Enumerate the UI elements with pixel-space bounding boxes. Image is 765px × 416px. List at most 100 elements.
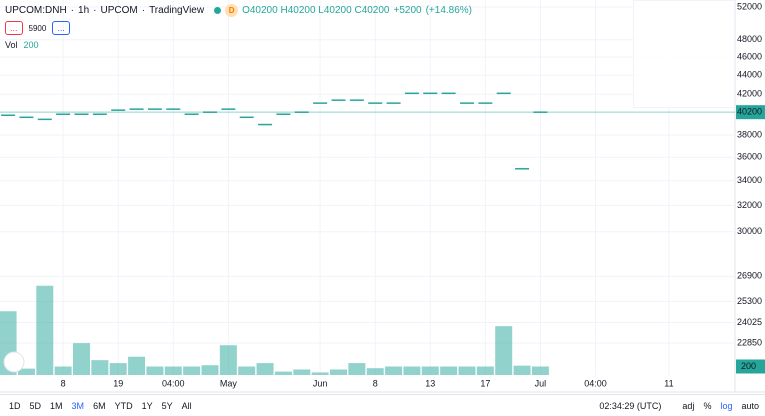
volume-tag-label: 200 <box>741 361 756 371</box>
volume-bar <box>495 326 513 375</box>
x-tick-label: 17 <box>480 378 490 388</box>
ohlc-key: O <box>242 5 250 16</box>
range-button[interactable]: YTD <box>114 400 133 411</box>
volume-value: 200 <box>23 40 39 50</box>
y-tick-label: 32000 <box>737 200 762 210</box>
separator: · <box>70 5 75 16</box>
interval[interactable]: 1h <box>78 5 90 16</box>
volume-bar <box>329 369 347 375</box>
status-dot <box>214 7 222 14</box>
volume-label: Vol <box>5 40 18 50</box>
legend-header: UPCOM:DNH · 1h · UPCOM · TradingView D O402… <box>5 4 472 17</box>
ohlc: O40200 H40200 L40200 C40200 <box>242 5 389 16</box>
volume-bar <box>293 369 311 375</box>
chart: 52000 48000 46000 44000 42000 38000 36000 34000… <box>0 0 765 393</box>
volume-bar <box>531 366 549 375</box>
x-tick-label: 04:00 <box>584 378 607 388</box>
ohlc-value: 40200 <box>287 5 316 16</box>
y-tick-label: 48000 <box>737 34 762 44</box>
y-tick-label: 30000 <box>737 226 762 236</box>
volume-bar <box>458 366 476 375</box>
logo <box>3 351 25 373</box>
x-tick-label: 04:00 <box>162 378 185 388</box>
price-tag <box>736 105 765 120</box>
badge: D <box>225 4 239 17</box>
exchange: UPCOM <box>100 5 138 16</box>
clock: 02:34:29 (UTC) <box>599 400 662 411</box>
x-tick-label: 13 <box>425 378 435 388</box>
range-button[interactable]: All <box>181 400 192 411</box>
y-tick-label: 22850 <box>737 337 762 347</box>
volume-bar <box>146 366 164 375</box>
volume-bar <box>403 366 421 375</box>
volume-bar <box>311 372 329 375</box>
indicator-value: 5900 <box>28 23 47 33</box>
volume-bar <box>17 368 35 375</box>
volume-bar <box>183 366 201 375</box>
volume-bar <box>513 365 531 375</box>
y-tick-label: 24025 <box>737 317 762 327</box>
volume-bar <box>238 366 256 375</box>
indicator-button[interactable]: ... <box>5 21 23 35</box>
volume-bar <box>256 363 274 375</box>
range-button[interactable]: 1M <box>50 400 63 411</box>
separator: · <box>93 5 97 16</box>
range-button[interactable]: 1Y <box>141 400 153 411</box>
range-button[interactable]: 6M <box>93 400 106 411</box>
volume-bar <box>73 343 91 375</box>
x-tick-label: 8 <box>373 378 378 388</box>
volume-bar <box>366 368 384 375</box>
scale-option[interactable]: adj <box>682 400 695 411</box>
scale-option[interactable]: auto <box>741 400 759 411</box>
change-pct: (+14.86%) <box>425 5 473 16</box>
x-tick-label: May <box>220 378 238 388</box>
range-button[interactable]: 5Y <box>161 400 173 411</box>
y-tick-label: 36000 <box>737 152 762 162</box>
y-tick-label: 25300 <box>737 296 762 306</box>
volume-legend: Vol 200 <box>5 40 39 50</box>
indicator-row: ... 5900 ... <box>5 21 70 35</box>
range-button[interactable]: 1D <box>9 400 21 411</box>
y-tick-label: 44000 <box>737 70 762 80</box>
scale-option[interactable]: log <box>720 400 733 411</box>
volume-bar <box>219 345 237 375</box>
separator: · <box>141 5 146 16</box>
scale-option[interactable]: % <box>703 400 712 411</box>
volume-bar <box>274 371 292 375</box>
ohlc-key: H <box>280 5 288 16</box>
volume-bar <box>348 363 366 375</box>
volume-bar <box>385 366 403 375</box>
volume-tag <box>736 359 765 374</box>
volume-bar <box>54 366 72 375</box>
x-tick-label: 11 <box>664 378 673 388</box>
x-tick-label: Jun <box>313 378 328 388</box>
x-tick-label: 19 <box>113 378 123 388</box>
ohlc-value: 40200 <box>361 5 390 16</box>
volume-bar <box>91 360 109 375</box>
x-tick-label: Jul <box>535 378 547 388</box>
y-tick-label: 34000 <box>737 175 762 185</box>
source: TradingView <box>149 5 205 16</box>
symbol[interactable]: UPCOM:DNH <box>5 5 67 16</box>
range-button[interactable]: 3M <box>71 400 85 411</box>
change: +5200 <box>393 5 422 16</box>
ohlc-key: C <box>354 5 362 16</box>
volume-bar <box>36 285 54 375</box>
y-tick-label: 42000 <box>737 89 762 99</box>
y-tick-label: 52000 <box>737 1 762 11</box>
y-tick-label: 26900 <box>737 271 762 281</box>
volume-bar <box>164 366 182 375</box>
volume-bar <box>421 366 439 375</box>
ohlc-key: L <box>318 5 324 16</box>
volume-bar <box>476 366 494 375</box>
volume-bar <box>201 365 219 375</box>
ohlc-value: 40200 <box>249 5 278 16</box>
volume-bar <box>128 356 146 375</box>
volume-bar <box>440 366 458 375</box>
volume-bar <box>109 363 127 375</box>
y-tick-label: 38000 <box>737 130 762 140</box>
indicator-button[interactable]: ... <box>52 21 70 35</box>
range-button[interactable]: 5D <box>29 400 42 411</box>
toolbar: 1D 5D 1M 3M 6M YTD 1Y 5Y All 02:34:29 (UTC) adj% lo… <box>0 394 765 416</box>
